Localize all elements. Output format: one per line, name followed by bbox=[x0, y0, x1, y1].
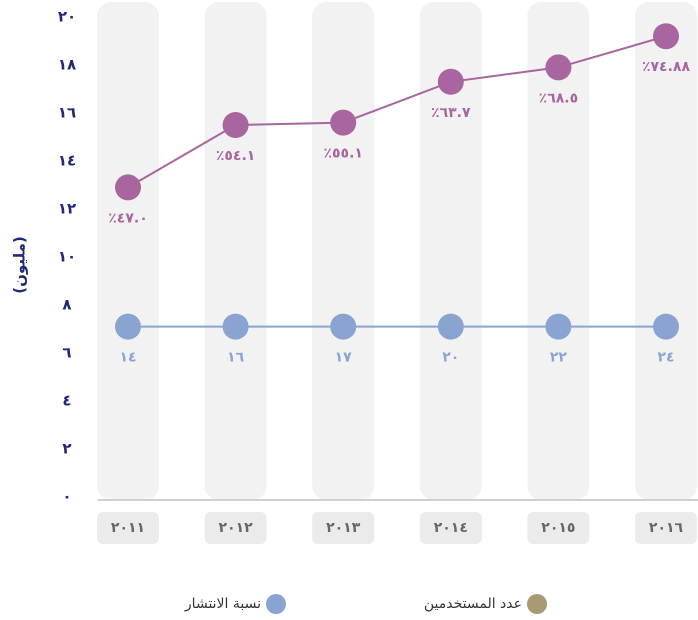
point-annotation: ٪٥٤.١ bbox=[216, 148, 256, 164]
x-tick-label: ٢٠١٢ bbox=[219, 520, 254, 536]
y-tick-label: ٤ bbox=[62, 392, 71, 410]
x-label-pill bbox=[204, 512, 267, 544]
column-band bbox=[527, 2, 590, 500]
x-tick-label: ٢٠١٣ bbox=[326, 520, 361, 536]
legend-swatch bbox=[266, 594, 286, 614]
point-annotation: ٪٥٥.١ bbox=[323, 146, 363, 162]
point bbox=[545, 54, 572, 81]
y-tick-label: ١٦ bbox=[58, 104, 76, 122]
point bbox=[115, 174, 141, 201]
point-annotation: ٢٢ bbox=[550, 350, 568, 366]
column-band bbox=[635, 2, 697, 500]
point-annotation: ٪٧٤.٨٨ bbox=[642, 59, 691, 75]
y-tick-label: ١٢ bbox=[58, 200, 76, 218]
point-annotation: ١٧ bbox=[335, 350, 353, 366]
point-annotation: ١٤ bbox=[119, 350, 136, 366]
x-label-pill bbox=[635, 512, 697, 544]
x-tick-label: ٢٠١٥ bbox=[541, 520, 575, 536]
y-tick-label: ٠ bbox=[62, 488, 71, 506]
column-band bbox=[97, 2, 159, 500]
x-tick-label: ٢٠١١ bbox=[111, 520, 145, 536]
y-tick-label: ١٠ bbox=[58, 248, 76, 266]
series-line bbox=[127, 35, 667, 189]
point-annotation: ٪٦٣.٧ bbox=[431, 105, 471, 121]
legend-label: نسبة الانتشار bbox=[184, 596, 261, 612]
point bbox=[330, 109, 357, 136]
point-annotation: ١٦ bbox=[227, 350, 245, 366]
column-band bbox=[204, 2, 267, 500]
point bbox=[330, 313, 357, 340]
point bbox=[437, 313, 464, 340]
column-band bbox=[419, 2, 482, 500]
y-tick-label: ٦ bbox=[62, 344, 71, 362]
y-tick-label: ٢ bbox=[62, 440, 71, 458]
y-tick-label: ١٤ bbox=[58, 152, 76, 170]
point bbox=[115, 313, 141, 340]
point bbox=[653, 23, 679, 50]
point-annotation: ٪٤٧.٠ bbox=[108, 210, 148, 226]
legend-swatch bbox=[527, 594, 547, 614]
point bbox=[545, 313, 572, 340]
y-tick-label: ٢٠ bbox=[58, 8, 76, 26]
y-tick-label: ١٨ bbox=[58, 56, 76, 74]
point bbox=[653, 313, 679, 340]
point bbox=[437, 68, 464, 95]
point bbox=[222, 112, 249, 138]
x-tick-label: ٢٠١٦ bbox=[649, 520, 684, 536]
point-annotation: ٢٠ bbox=[442, 350, 459, 366]
point-annotation: ٪٦٨.٥ bbox=[539, 90, 579, 106]
point bbox=[222, 313, 249, 340]
y-tick-label: ٨ bbox=[62, 296, 71, 314]
x-label-pill bbox=[312, 512, 375, 544]
x-label-pill bbox=[419, 512, 482, 544]
x-label-pill bbox=[527, 512, 590, 544]
legend-label: عدد المستخدمين bbox=[424, 596, 522, 612]
x-tick-label: ٢٠١٤ bbox=[434, 520, 468, 536]
point-annotation: ٢٤ bbox=[657, 350, 674, 366]
x-label-pill bbox=[97, 512, 159, 544]
y-axis-label: (مليون) bbox=[11, 236, 29, 293]
column-band bbox=[312, 2, 375, 500]
